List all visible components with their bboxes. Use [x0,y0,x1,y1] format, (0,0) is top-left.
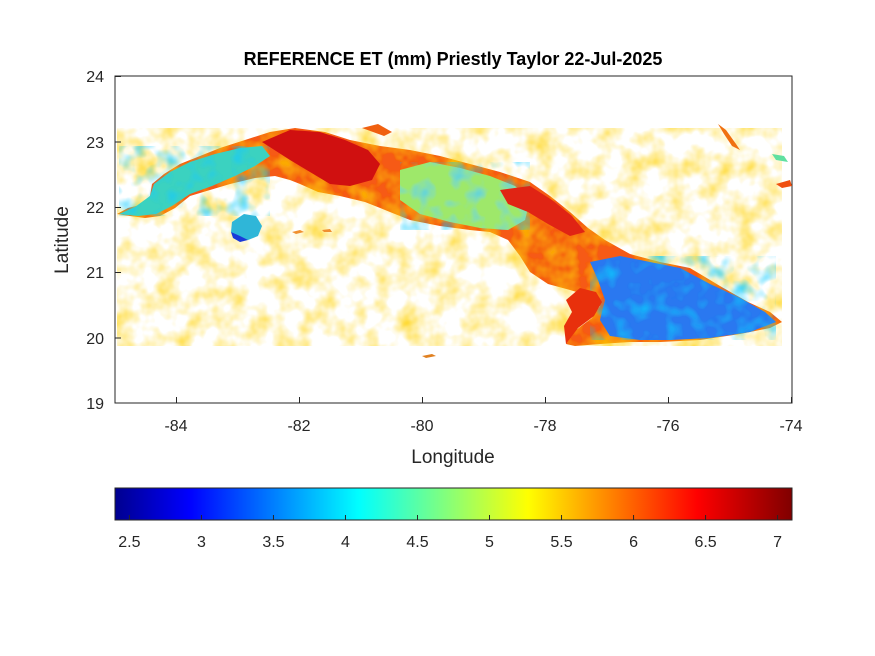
eastern-region [590,256,776,340]
plot-area [114,75,793,404]
keys-southwest [422,354,436,358]
y-axis-title: Latitude [52,206,73,274]
colorbar-ticks: 2.5 3 3.5 4 4.5 5 5.5 6 6.5 7 [118,515,782,551]
colorbar-tick-label: 5 [485,534,494,551]
southeast-hot-region [564,288,602,344]
map-title: REFERENCE ET (mm) Priestly Taylor 22-Jul… [244,49,663,69]
western-region [119,146,270,216]
keys-north-central [362,124,392,136]
keys-small-west2 [322,229,332,232]
colorbar-tick-label: 6 [629,534,638,551]
y-tick-label: 24 [86,69,104,86]
x-tick-label: -74 [779,418,802,435]
x-tick-label: -82 [287,418,310,435]
y-tick-label: 21 [86,265,104,282]
isla-de-la-juventud [231,214,262,240]
keys-far-east [776,180,792,188]
x-tick-label: -78 [533,418,556,435]
x-tick-label: -80 [410,418,433,435]
x-axis-title: Longitude [411,447,494,468]
heatmap-layer [117,124,792,358]
colorbar-tick-label: 3.5 [262,534,284,551]
colorbar-gradient [114,487,793,521]
keys-east [772,154,788,162]
central-north-hot-region [500,186,585,236]
colorbar-tick-label: 7 [773,534,782,551]
y-tick-label: 22 [86,200,104,217]
x-axis: -84 -82 -80 -78 -76 -74 Longitude [164,397,803,468]
colorbar-tick-label: 4.5 [406,534,428,551]
colorbar-tick-label: 4 [341,534,350,551]
colorbar-tick-label: 6.5 [694,534,716,551]
colorbar-tick-label: 5.5 [550,534,572,551]
x-tick-label: -84 [164,418,187,435]
central-region [400,162,530,230]
colorbar-tick-label: 2.5 [118,534,140,551]
y-tick-label: 19 [86,396,104,413]
y-axis: 24 23 22 21 20 19 Latitude [52,69,121,413]
northwest-hot-region [262,130,380,186]
x-tick-label: -76 [656,418,679,435]
keys-small-west [292,230,304,234]
colorbar-tick-label: 3 [197,534,206,551]
keys-northeast [718,124,740,150]
y-tick-label: 23 [86,135,104,152]
isla-south-blue [231,232,248,242]
colorbar: 2.5 3 3.5 4 4.5 5 5.5 6 6.5 7 [114,487,793,551]
y-tick-label: 20 [86,331,104,348]
